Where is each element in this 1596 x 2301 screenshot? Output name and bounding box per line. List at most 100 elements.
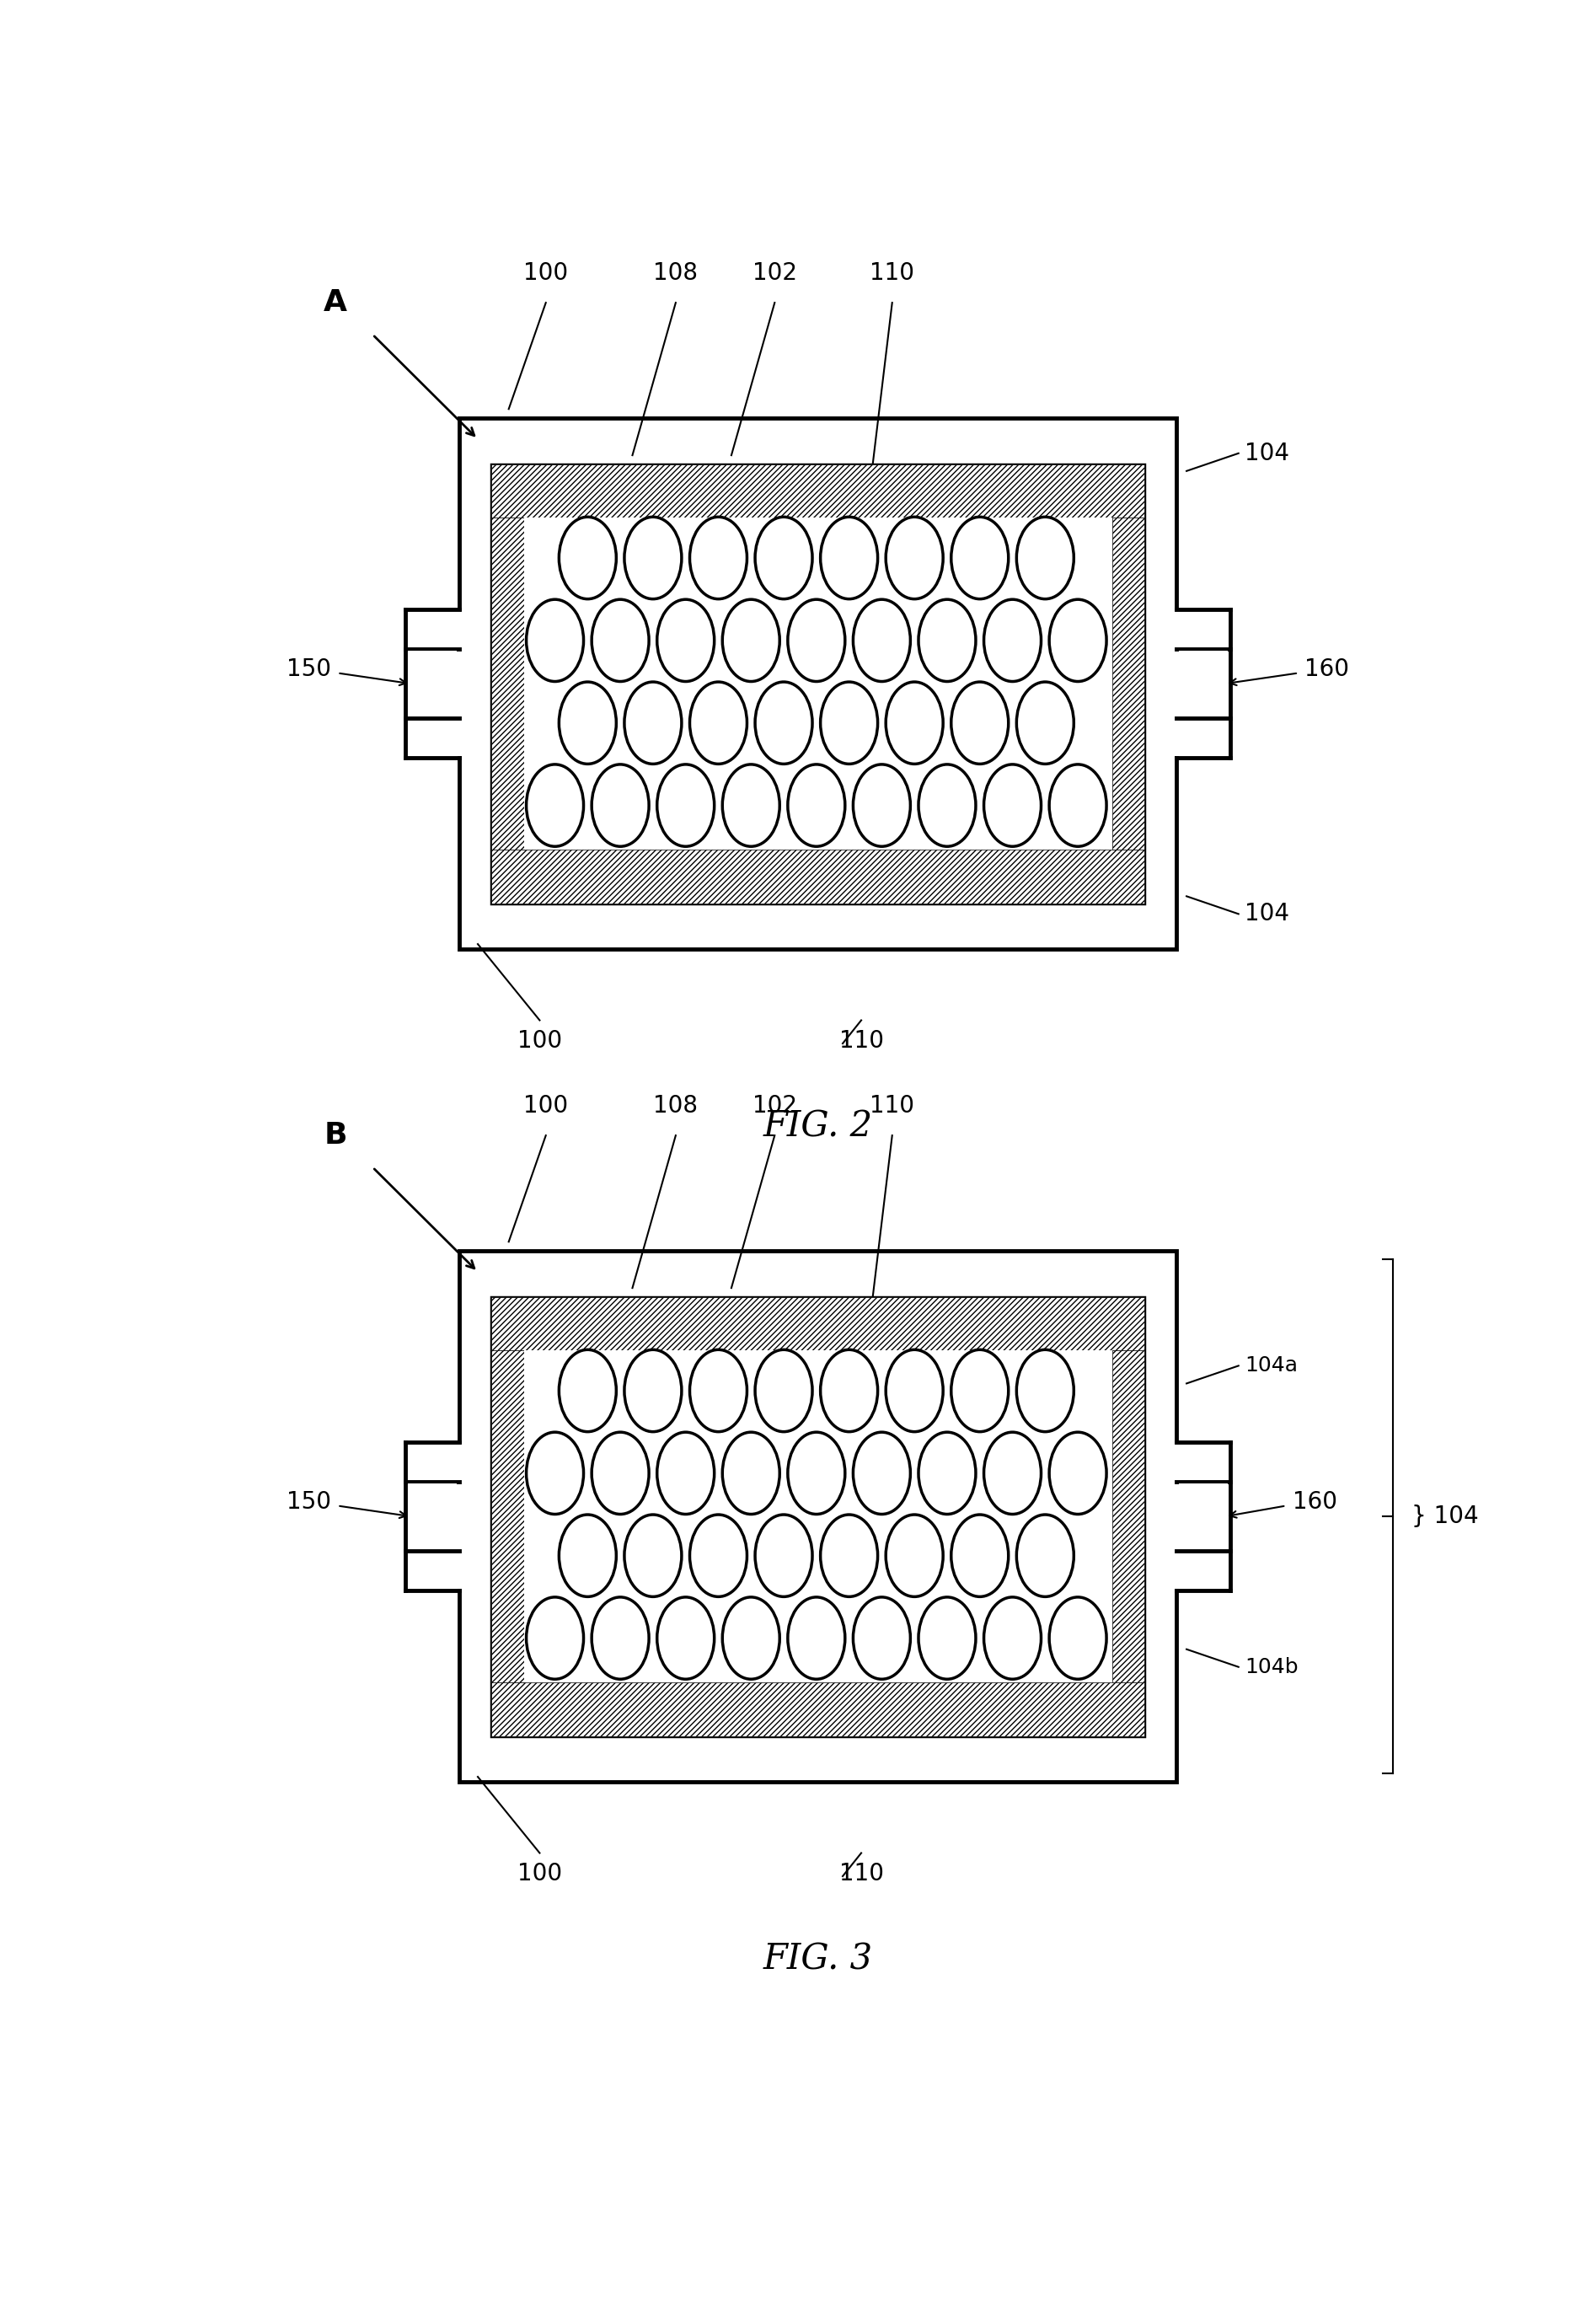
Circle shape xyxy=(951,1514,1009,1597)
Circle shape xyxy=(723,1431,780,1514)
Circle shape xyxy=(723,601,780,681)
Circle shape xyxy=(918,764,975,847)
Bar xyxy=(1112,518,1144,849)
Text: 102: 102 xyxy=(752,1093,796,1118)
Circle shape xyxy=(983,764,1041,847)
Circle shape xyxy=(886,518,943,598)
Bar xyxy=(492,1682,1144,1735)
Text: 108: 108 xyxy=(653,262,697,285)
Text: B: B xyxy=(324,1121,348,1150)
Text: 100: 100 xyxy=(517,1029,562,1054)
Text: 110: 110 xyxy=(839,1029,884,1054)
Circle shape xyxy=(1049,1597,1106,1680)
Circle shape xyxy=(886,1351,943,1431)
Circle shape xyxy=(624,1514,681,1597)
Circle shape xyxy=(658,601,715,681)
Circle shape xyxy=(788,1597,844,1680)
Bar xyxy=(492,465,1144,904)
Circle shape xyxy=(854,1431,910,1514)
Circle shape xyxy=(723,764,780,847)
Bar xyxy=(523,518,1112,849)
Bar xyxy=(1112,1351,1144,1682)
Bar xyxy=(492,465,1144,518)
Bar xyxy=(492,849,1144,904)
Circle shape xyxy=(788,1431,844,1514)
Circle shape xyxy=(755,1351,812,1431)
Text: } 104: } 104 xyxy=(1412,1505,1479,1528)
Circle shape xyxy=(527,1597,584,1680)
Bar xyxy=(460,1252,1176,1781)
Circle shape xyxy=(854,601,910,681)
Circle shape xyxy=(592,764,650,847)
Text: A: A xyxy=(324,288,348,318)
Circle shape xyxy=(854,764,910,847)
Circle shape xyxy=(527,764,584,847)
Circle shape xyxy=(820,681,878,764)
Circle shape xyxy=(1017,681,1074,764)
Circle shape xyxy=(624,518,681,598)
Circle shape xyxy=(755,518,812,598)
Bar xyxy=(409,651,456,716)
Circle shape xyxy=(592,601,650,681)
Circle shape xyxy=(592,1597,650,1680)
Circle shape xyxy=(559,518,616,598)
Circle shape xyxy=(951,518,1009,598)
Bar xyxy=(1173,1443,1181,1590)
Text: 160: 160 xyxy=(1304,658,1349,681)
Bar xyxy=(523,1351,1112,1682)
Circle shape xyxy=(918,1597,975,1680)
Circle shape xyxy=(689,1351,747,1431)
Bar xyxy=(492,1351,523,1682)
Text: FIG. 3: FIG. 3 xyxy=(763,1942,873,1977)
Text: 100: 100 xyxy=(523,262,568,285)
Bar xyxy=(492,1298,1144,1351)
Circle shape xyxy=(820,518,878,598)
Circle shape xyxy=(1017,1351,1074,1431)
Circle shape xyxy=(689,1514,747,1597)
Circle shape xyxy=(592,1431,650,1514)
Circle shape xyxy=(983,601,1041,681)
Circle shape xyxy=(624,681,681,764)
Circle shape xyxy=(1049,1431,1106,1514)
Bar xyxy=(409,1484,456,1549)
Circle shape xyxy=(788,764,844,847)
Circle shape xyxy=(983,1597,1041,1680)
Text: 108: 108 xyxy=(653,1093,697,1118)
Circle shape xyxy=(1017,518,1074,598)
Text: 102: 102 xyxy=(752,262,796,285)
Bar xyxy=(1179,1484,1227,1549)
Text: 104: 104 xyxy=(1245,442,1290,465)
Circle shape xyxy=(820,1351,878,1431)
Circle shape xyxy=(1017,1514,1074,1597)
Bar xyxy=(1173,612,1181,757)
Bar xyxy=(492,1298,1144,1735)
Circle shape xyxy=(886,1514,943,1597)
Circle shape xyxy=(918,601,975,681)
Circle shape xyxy=(559,1351,616,1431)
Text: 150: 150 xyxy=(287,658,332,681)
Circle shape xyxy=(951,1351,1009,1431)
Circle shape xyxy=(658,1597,715,1680)
Text: 110: 110 xyxy=(870,1093,915,1118)
Circle shape xyxy=(689,681,747,764)
Text: 150: 150 xyxy=(287,1491,332,1514)
Circle shape xyxy=(723,1597,780,1680)
Bar xyxy=(455,612,463,757)
Circle shape xyxy=(689,518,747,598)
Circle shape xyxy=(820,1514,878,1597)
Text: FIG. 2: FIG. 2 xyxy=(763,1109,873,1144)
Bar xyxy=(492,518,523,849)
Text: 100: 100 xyxy=(517,1862,562,1885)
Circle shape xyxy=(788,601,844,681)
Circle shape xyxy=(559,1514,616,1597)
Circle shape xyxy=(527,1431,584,1514)
Circle shape xyxy=(755,1514,812,1597)
Text: 100: 100 xyxy=(523,1093,568,1118)
Text: 110: 110 xyxy=(870,262,915,285)
Bar xyxy=(460,419,1176,950)
Circle shape xyxy=(1049,764,1106,847)
Circle shape xyxy=(755,681,812,764)
Circle shape xyxy=(886,681,943,764)
Text: 160: 160 xyxy=(1293,1491,1337,1514)
Circle shape xyxy=(658,1431,715,1514)
